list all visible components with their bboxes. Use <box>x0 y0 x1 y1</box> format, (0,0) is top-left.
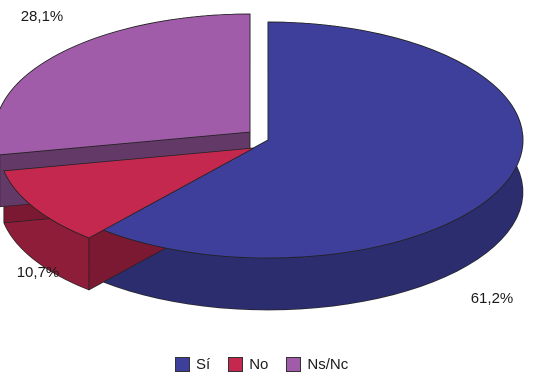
legend-item-nsnc: Ns/Nc <box>286 356 348 373</box>
slice-si <box>102 21 524 259</box>
legend-swatch-si <box>175 357 190 372</box>
data-label-si: 61,2% <box>471 290 514 307</box>
pie-chart: 61,2% 10,7% 28,1% <box>0 8 524 311</box>
legend-label-no: No <box>249 356 269 373</box>
legend-item-si: Sí <box>175 356 210 373</box>
legend-swatch-no <box>228 357 244 372</box>
legend-label-si: Sí <box>196 356 211 373</box>
data-label-no: 10,7% <box>17 264 60 281</box>
data-label-nsnc: 28,1% <box>21 8 64 25</box>
legend-item-no: No <box>228 356 268 373</box>
slice-no <box>3 147 255 239</box>
chart-legend: Sí No Ns/Nc <box>175 356 348 373</box>
legend-swatch-nsnc <box>286 357 302 372</box>
slice-nsnc <box>0 13 251 156</box>
legend-label-nsnc: Ns/Nc <box>307 356 349 373</box>
